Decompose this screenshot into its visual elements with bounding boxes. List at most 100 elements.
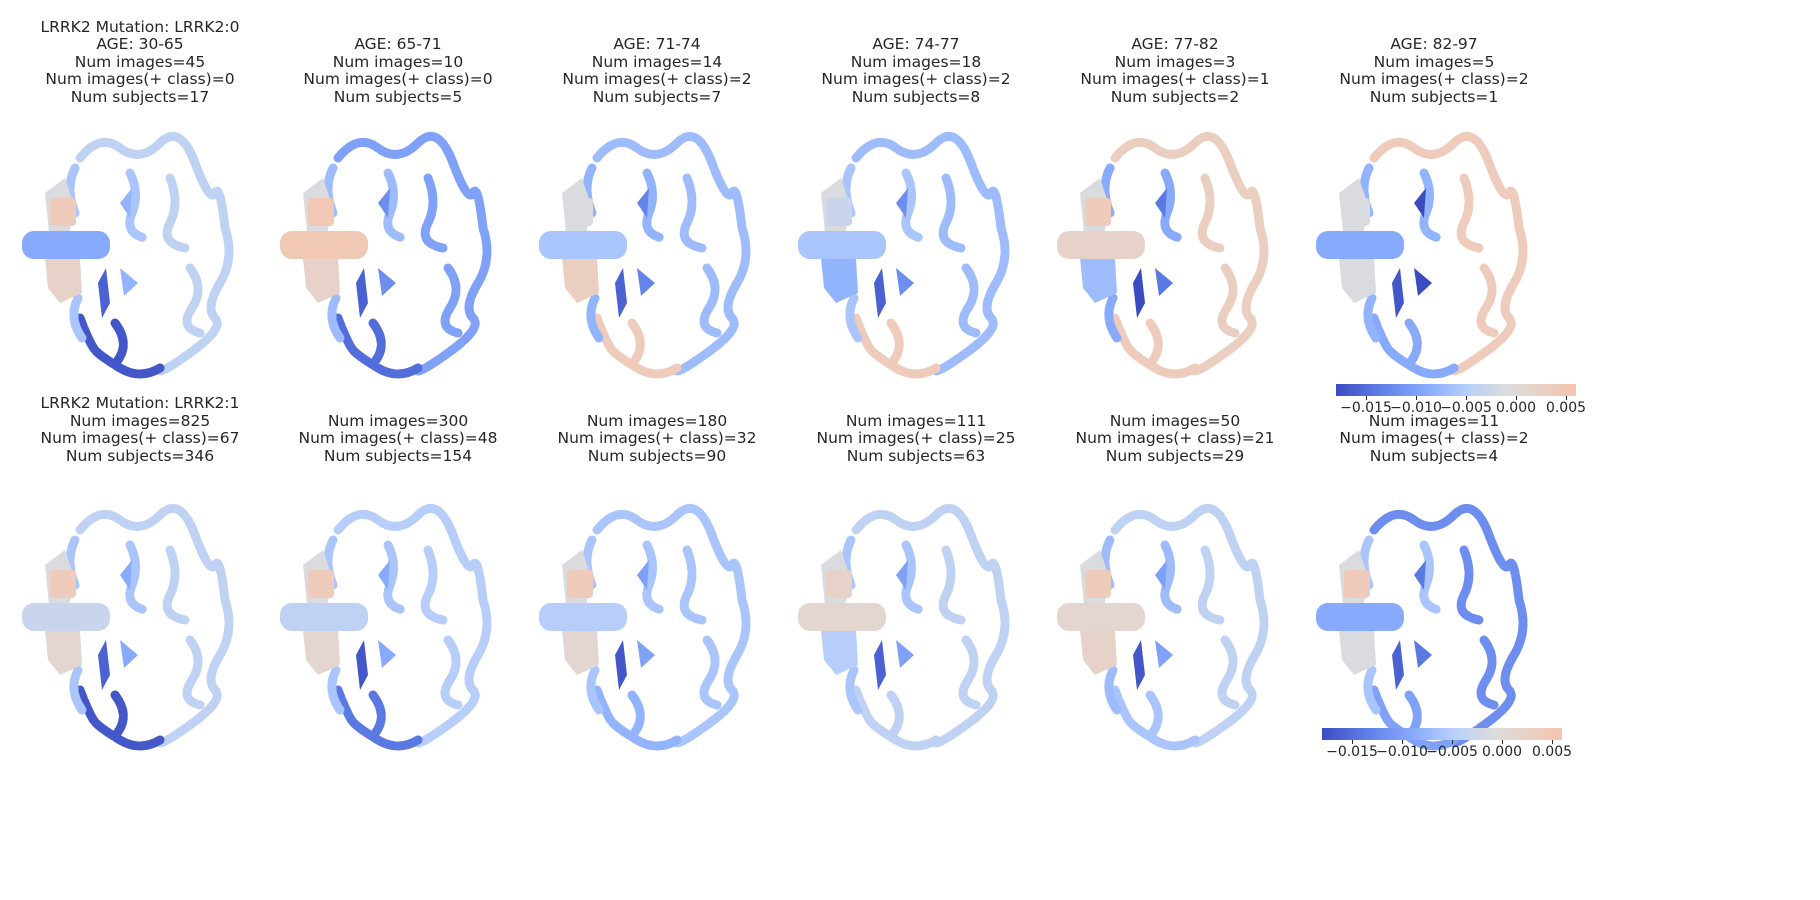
r0c3-lower-lobe [821, 258, 858, 303]
num-subjects: Num subjects=7 [592, 87, 722, 106]
colorbar-tick [1466, 396, 1467, 400]
r0c0-lower-lobe [45, 258, 82, 303]
r1c4-lower-lobe [1080, 630, 1117, 675]
num-images-positive: Num images(+ class)=25 [816, 429, 1016, 447]
r1c4-insula [1155, 640, 1173, 668]
age-label: AGE: 71-74 [613, 35, 701, 53]
num-images-positive: Num images(+ class)=1 [1080, 70, 1270, 88]
r1c5-insula-upper [1414, 560, 1426, 590]
r1c0-inner-gyrus-a [125, 540, 150, 615]
num-subjects: Num subjects=5 [333, 87, 463, 106]
r1c3-inner-gyrus-a [901, 540, 926, 615]
r1c1-thalamus [308, 570, 334, 598]
r0c1-occipital-gyrus [368, 318, 386, 365]
brain-slice-map [796, 118, 1036, 388]
panel-row0-col0: LRRK2 Mutation: LRRK2:0 AGE: 30-65 Num ima… [20, 18, 260, 458]
r0c5-inner-gyrus-b [1456, 173, 1484, 253]
brain-slice-map [278, 118, 518, 388]
colorbar-tick [1402, 740, 1403, 744]
r0c1-cortex-upper [333, 131, 488, 233]
r1c3-cortex-left-lower [845, 665, 863, 715]
panel-row0-col1: AGE: 65-71 Num images=10 Num images(+ clas… [278, 18, 518, 458]
r0c3-brainstem [798, 231, 886, 259]
colorbar-tick [1552, 740, 1553, 744]
r1c0-cortex-left-lower [69, 665, 87, 715]
r1c3-brainstem [798, 603, 886, 631]
r0c5-ventricle-left [1392, 268, 1404, 318]
r0c4-cortex-left-lower [1104, 293, 1122, 343]
r0c1-cortex-left-lower [327, 293, 345, 343]
r0c4-insula-upper [1155, 188, 1167, 218]
r1c0-thalamus [50, 570, 76, 598]
num-subjects: Num subjects=2 [1110, 87, 1240, 106]
r0c0-thalamus [50, 198, 76, 226]
r1c2-brainstem [539, 603, 627, 631]
r0c5-lower-lobe [1339, 258, 1376, 303]
colorbar-tick-label: −0.015 [1326, 744, 1378, 760]
r0c3-insula [896, 268, 914, 296]
r0c1-brainstem [280, 231, 368, 259]
r0c4-inner-gyrus-c [1217, 263, 1240, 338]
colorbar-tick [1516, 396, 1517, 400]
num-images: Num images=14 [591, 52, 723, 71]
age-label: AGE: 82-97 [1390, 35, 1478, 53]
panel-title: LRRK2 Mutation: LRRK2:1 Num images=825 Num… [20, 394, 260, 465]
brain-slice-map [1314, 118, 1554, 388]
num-images: Num images=5 [1373, 52, 1495, 71]
r0c1-insula [378, 268, 396, 296]
colorbar-tick [1452, 740, 1453, 744]
r0c5-cortex-left-lower [1363, 293, 1381, 343]
r1c3-occipital-gyrus [886, 690, 904, 737]
r0c0-inner-gyrus-b [162, 173, 190, 253]
r1c0-inner-gyrus-b [162, 545, 190, 625]
brain-slice-svg [22, 503, 234, 751]
r1c4-inner-gyrus-b [1197, 545, 1225, 625]
colorbar-gradient [1322, 728, 1562, 740]
num-subjects: Num subjects=346 [65, 446, 215, 465]
r1c0-occipital-gyrus [110, 690, 128, 737]
r1c3-insula [896, 640, 914, 668]
r0c1-inner-gyrus-b [420, 173, 448, 253]
num-subjects: Num subjects=90 [587, 446, 727, 465]
r1c1-insula-upper [378, 560, 390, 590]
colorbar-1: −0.015 −0.010 −0.005 0.000 0.005 [1322, 728, 1572, 768]
r1c3-inner-gyrus-c [958, 635, 981, 710]
r0c4-cortex-right [1189, 223, 1269, 376]
colorbar-tick [1366, 396, 1367, 400]
colorbar-tick [1352, 740, 1353, 744]
colorbar-tick [1566, 396, 1567, 400]
r0c5-brainstem [1316, 231, 1404, 259]
r1c4-insula-upper [1155, 560, 1167, 590]
panel-row1-col5: Num images=11 Num images(+ class)=2 Num su… [1314, 405, 1554, 845]
r0c2-brainstem [539, 231, 627, 259]
r0c0-cortex-right [154, 223, 234, 376]
r1c4-occipital-cortex [1110, 685, 1200, 751]
num-subjects: Num subjects=154 [323, 446, 473, 465]
brain-slice-map [20, 490, 260, 760]
r0c2-cortex-right [671, 223, 751, 376]
panel-row0-col4: AGE: 77-82 Num images=3 Num images(+ class… [1055, 18, 1295, 458]
r1c2-cortex-right [671, 595, 751, 748]
r0c4-brainstem [1057, 231, 1145, 259]
r1c4-inner-gyrus-c [1217, 635, 1240, 710]
r0c5-insula-upper [1414, 188, 1426, 218]
panel-row0-col5: AGE: 82-97 Num images=5 Num images(+ class… [1314, 18, 1554, 458]
r0c0-cortex-upper [75, 131, 230, 233]
r0c3-ventricle-left [874, 268, 886, 318]
r0c2-thalamus [567, 198, 593, 226]
r1c2-ventricle-left [615, 640, 627, 690]
brain-slice-svg [798, 503, 1010, 751]
brain-slice-map [537, 118, 777, 388]
r0c2-ventricle-left [615, 268, 627, 318]
r1c3-occipital-cortex [851, 685, 941, 751]
brain-slice-map [20, 118, 260, 388]
r0c4-thalamus [1085, 198, 1111, 226]
num-images: Num images=45 [74, 52, 206, 71]
r0c4-inner-gyrus-a [1160, 168, 1185, 243]
r1c0-lower-lobe [45, 630, 82, 675]
num-images-positive: Num images(+ class)=2 [1339, 70, 1529, 88]
r0c5-cortex-right [1448, 223, 1528, 376]
r0c0-insula [120, 268, 138, 296]
r1c3-thalamus [826, 570, 852, 598]
r0c1-inner-gyrus-a [383, 168, 408, 243]
